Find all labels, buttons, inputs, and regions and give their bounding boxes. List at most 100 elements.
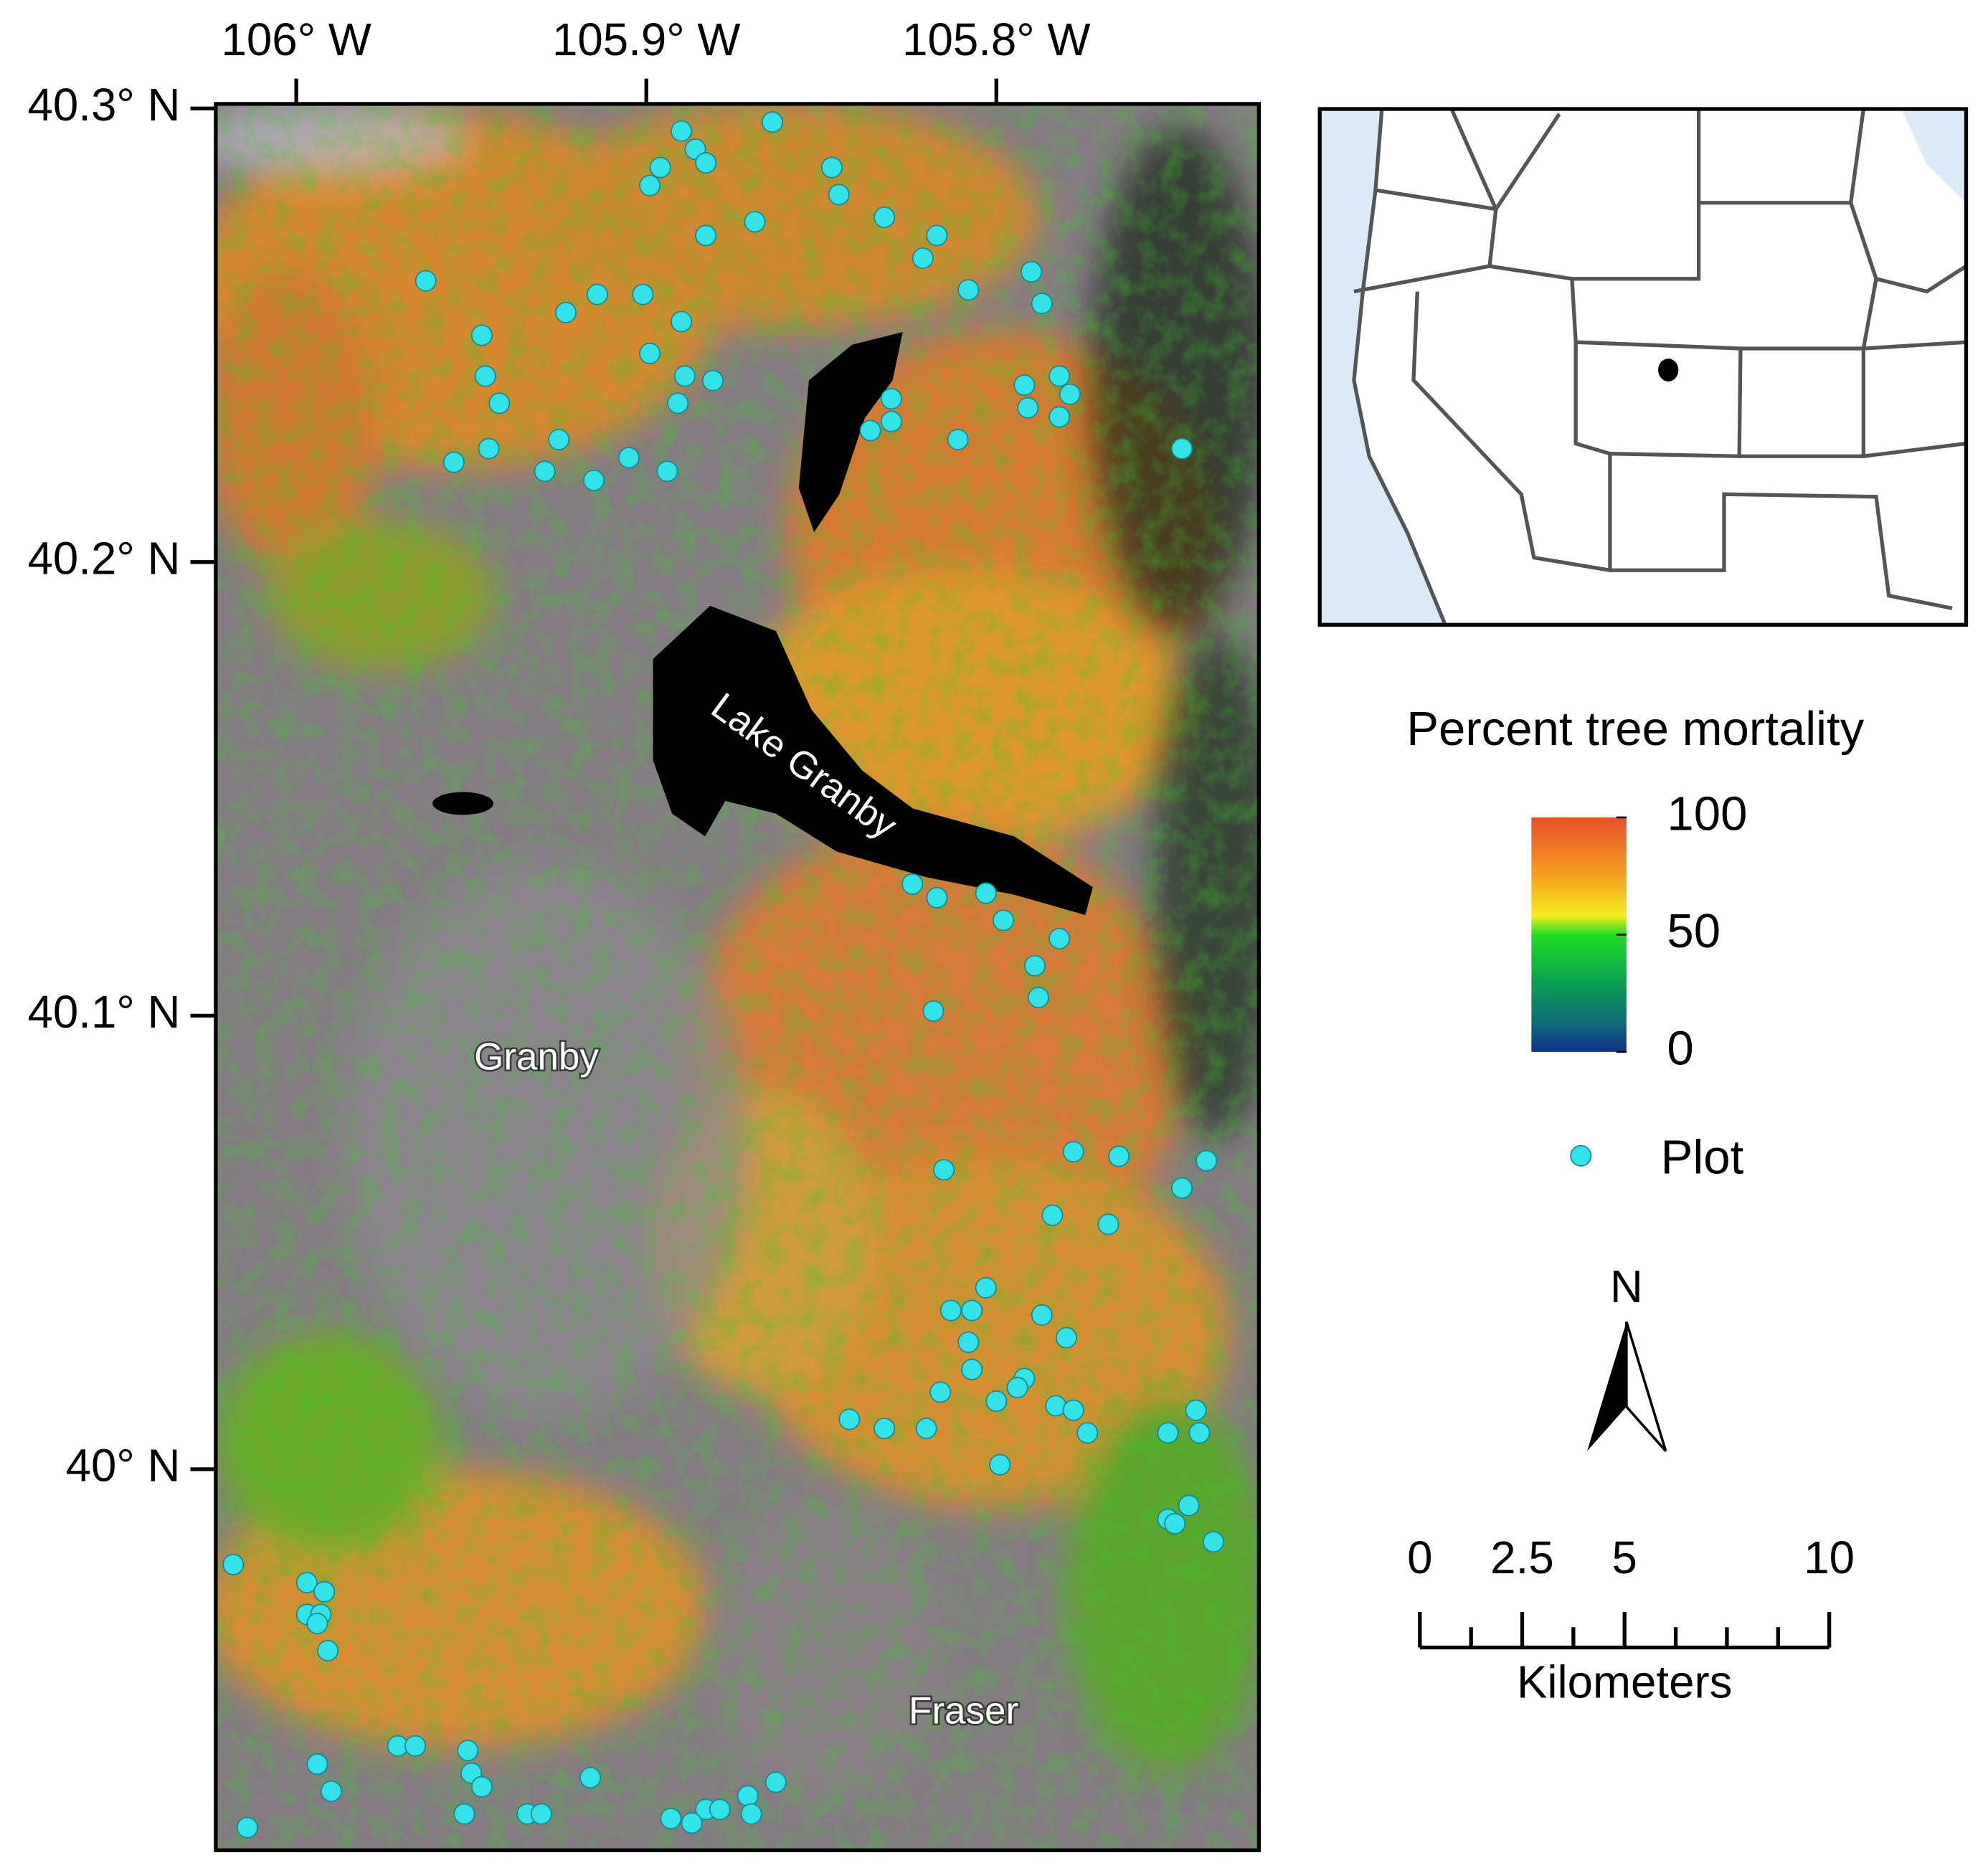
plot-point — [1017, 397, 1039, 419]
map-image — [215, 103, 1259, 1851]
plot-point — [740, 1803, 762, 1825]
plot-point — [975, 882, 997, 904]
plot-point — [926, 886, 948, 909]
plot-point — [926, 224, 948, 247]
plot-point — [1164, 1512, 1186, 1535]
plot-point — [222, 1553, 245, 1575]
y-tick-label: 40.1° N — [28, 987, 181, 1038]
plot-point — [1041, 1204, 1064, 1226]
plot-point — [1108, 1145, 1130, 1167]
inset-map — [1317, 107, 1969, 627]
plot-point — [681, 1812, 703, 1834]
plot-point — [632, 283, 654, 305]
plot-point — [457, 1740, 479, 1762]
plot-point — [929, 1381, 952, 1403]
plot-point — [404, 1735, 427, 1757]
plot-point — [639, 342, 661, 364]
plot-point — [317, 1639, 339, 1661]
place-label: Fraser — [909, 1689, 1018, 1732]
plot-point — [1188, 1422, 1211, 1444]
plot-point — [667, 392, 689, 414]
plot-point — [671, 310, 693, 333]
plot-point — [993, 909, 1015, 931]
plot-point — [442, 451, 465, 473]
plot-point — [470, 1775, 493, 1798]
plot-point — [1185, 1399, 1207, 1421]
plot-point — [838, 1408, 861, 1431]
plot-point — [915, 1417, 937, 1440]
y-tick-label: 40.2° N — [28, 534, 181, 584]
plot-point — [1097, 1213, 1120, 1236]
plot-point — [761, 111, 783, 133]
colorbar-tick-label: 0 — [1667, 1022, 1693, 1076]
colorbar — [1531, 817, 1627, 1052]
plot-point — [874, 207, 896, 229]
plot-point — [912, 247, 934, 270]
plot-point — [695, 152, 717, 174]
x-tick-label: 105.9° W — [552, 14, 740, 65]
scalebar-tick-label: 10 — [1804, 1532, 1855, 1583]
plot-point — [656, 460, 678, 483]
plot-point — [534, 460, 556, 483]
plot-point — [695, 224, 717, 247]
colorbar-title: Percent tree mortality — [1406, 702, 1864, 756]
plot-point — [649, 156, 671, 179]
plot-point — [1202, 1531, 1224, 1553]
legend-marker — [1570, 1144, 1592, 1167]
plot-point — [453, 1803, 475, 1825]
plot-point — [828, 184, 850, 206]
plot-point — [1157, 1422, 1179, 1444]
plot-point — [415, 270, 437, 292]
plot-point — [1021, 260, 1043, 283]
plot-point — [859, 419, 881, 442]
plot-point — [1049, 927, 1071, 949]
plot-point — [582, 469, 605, 491]
plot-point — [989, 1454, 1011, 1476]
plot-point — [313, 1580, 336, 1603]
plot-point — [320, 1781, 342, 1803]
plot-point — [901, 873, 924, 895]
plot-point — [548, 428, 570, 451]
plot-point — [709, 1798, 731, 1821]
plot-point — [1013, 374, 1036, 397]
plot-point — [820, 156, 843, 179]
plot-point — [478, 437, 500, 460]
plot-point — [306, 1753, 328, 1775]
legend-label: Plot — [1661, 1131, 1744, 1185]
plot-point — [744, 211, 766, 233]
plot-point — [933, 1159, 955, 1181]
plot-point — [236, 1816, 258, 1839]
plot-point — [880, 410, 902, 432]
colorbar-tick-label: 50 — [1667, 904, 1720, 958]
north-label: N — [1610, 1261, 1643, 1312]
plot-point — [701, 369, 724, 392]
plot-point — [737, 1785, 759, 1807]
plot-point — [947, 428, 969, 451]
plot-point — [1049, 365, 1071, 387]
scalebar-tick-label: 5 — [1612, 1532, 1637, 1583]
north-arrow — [1625, 1321, 1667, 1452]
plot-point — [765, 1771, 787, 1793]
plot-point — [470, 324, 493, 346]
plot-point — [961, 1358, 983, 1380]
plot-point — [874, 1417, 896, 1440]
plot-point — [939, 1299, 962, 1322]
plot-point — [488, 392, 511, 414]
plot-point — [1196, 1149, 1218, 1172]
plot-point — [1178, 1494, 1200, 1517]
x-tick-label: 106° W — [221, 14, 371, 65]
north-arrow — [1587, 1322, 1627, 1451]
plot-point — [1059, 383, 1081, 405]
map-frame — [214, 102, 1262, 1852]
plot-point — [975, 1276, 997, 1299]
plot-point — [1023, 954, 1046, 977]
y-tick-label: 40.3° N — [28, 80, 181, 131]
plot-point — [530, 1803, 552, 1825]
plot-point — [1049, 406, 1071, 428]
plot-point — [985, 1390, 1008, 1413]
plot-point — [1170, 437, 1193, 460]
plot-point — [1170, 1177, 1193, 1199]
plot-point — [554, 301, 577, 323]
plot-point — [922, 1000, 945, 1023]
plot-point — [880, 388, 902, 410]
